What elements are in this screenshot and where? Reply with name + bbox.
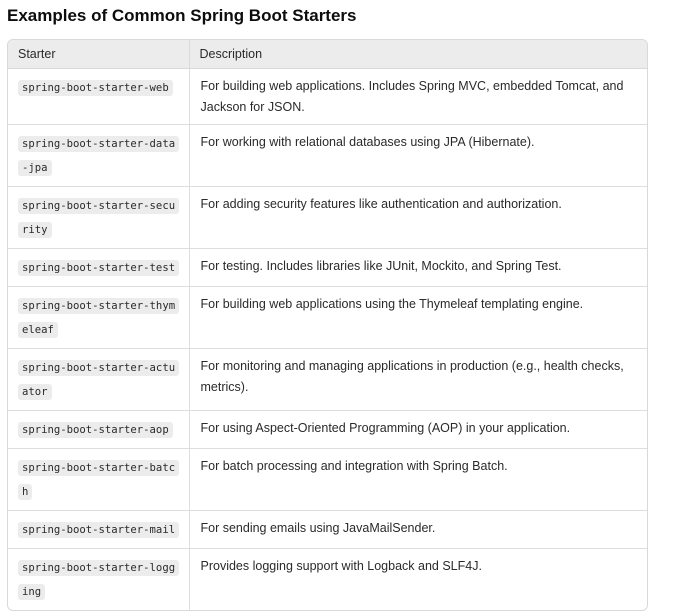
table-row: spring-boot-starter-batch For batch proc… xyxy=(8,448,647,511)
starter-cell: spring-boot-starter-mail xyxy=(8,510,189,549)
starter-cell: spring-boot-starter-actuator xyxy=(8,348,189,411)
starter-code: spring-boot-starter-batch xyxy=(18,460,180,500)
description-cell: For adding security features like authen… xyxy=(188,186,647,249)
starter-cell: spring-boot-starter-aop xyxy=(8,410,189,449)
table-row: spring-boot-starter-data-jpa For working… xyxy=(8,124,647,187)
table: Starter Description spring-boot-starter-… xyxy=(8,40,647,610)
description-cell: For building web applications. Includes … xyxy=(188,68,647,125)
starter-code: spring-boot-starter-actuator xyxy=(18,360,180,400)
table-row: spring-boot-starter-thymeleaf For buildi… xyxy=(8,286,647,349)
table-row: spring-boot-starter-security For adding … xyxy=(8,186,647,249)
starter-code: spring-boot-starter-test xyxy=(18,260,180,276)
starter-code: spring-boot-starter-mail xyxy=(18,522,180,538)
table-row: spring-boot-starter-actuator For monitor… xyxy=(8,348,647,411)
starter-code: spring-boot-starter-thymeleaf xyxy=(18,298,180,338)
starter-cell: spring-boot-starter-security xyxy=(8,186,189,249)
table-row: spring-boot-starter-test For testing. In… xyxy=(8,248,647,287)
starter-code: spring-boot-starter-web xyxy=(18,80,173,96)
starter-code: spring-boot-starter-aop xyxy=(18,422,173,438)
starter-cell: spring-boot-starter-batch xyxy=(8,448,189,511)
description-cell: For monitoring and managing applications… xyxy=(188,348,647,411)
starter-code: spring-boot-starter-logging xyxy=(18,560,180,600)
starter-code: spring-boot-starter-data-jpa xyxy=(18,136,180,176)
column-header-description: Description xyxy=(188,40,647,69)
description-cell: For batch processing and integration wit… xyxy=(188,448,647,511)
section-heading: Examples of Common Spring Boot Starters xyxy=(7,6,357,25)
starter-cell: spring-boot-starter-web xyxy=(8,69,189,125)
description-cell: For sending emails using JavaMailSender. xyxy=(188,510,647,549)
starter-cell: spring-boot-starter-test xyxy=(8,248,189,287)
column-header-starter: Starter xyxy=(8,40,189,69)
starter-code: spring-boot-starter-security xyxy=(18,198,180,238)
description-cell: For testing. Includes libraries like JUn… xyxy=(188,248,647,287)
starter-cell: spring-boot-starter-data-jpa xyxy=(8,124,189,187)
table-row: spring-boot-starter-mail For sending ema… xyxy=(8,510,647,549)
starter-cell: spring-boot-starter-logging xyxy=(8,548,189,610)
description-cell: For using Aspect-Oriented Programming (A… xyxy=(188,410,647,449)
table-row: spring-boot-starter-aop For using Aspect… xyxy=(8,410,647,449)
starter-cell: spring-boot-starter-thymeleaf xyxy=(8,286,189,349)
table-header-row: Starter Description xyxy=(8,40,647,69)
description-cell: Provides logging support with Logback an… xyxy=(188,548,647,610)
starters-table: Starter Description spring-boot-starter-… xyxy=(7,39,648,611)
description-cell: For working with relational databases us… xyxy=(188,124,647,187)
table-row: spring-boot-starter-logging Provides log… xyxy=(8,548,647,610)
description-cell: For building web applications using the … xyxy=(188,286,647,349)
table-row: spring-boot-starter-web For building web… xyxy=(8,68,647,125)
